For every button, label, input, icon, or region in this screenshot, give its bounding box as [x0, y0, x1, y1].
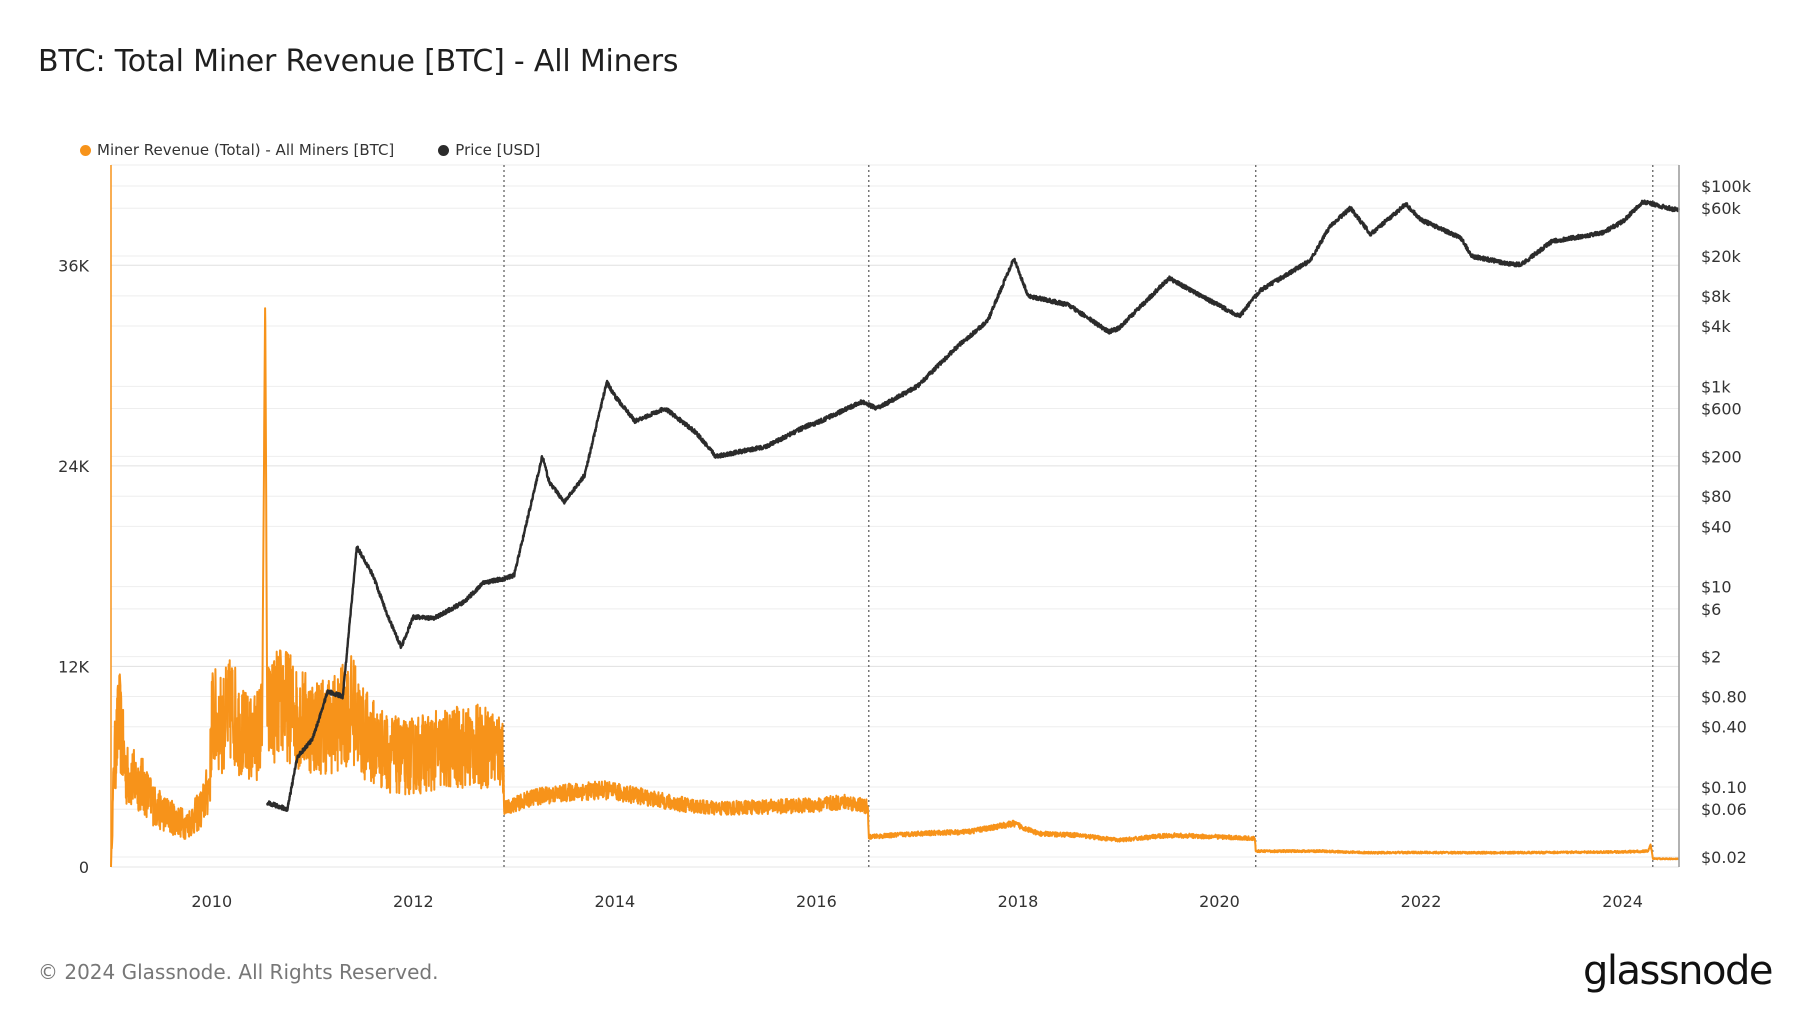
- x-tick-label: 2016: [796, 892, 837, 911]
- x-tick-label: 2014: [594, 892, 635, 911]
- y-right-tick-label: $20k: [1701, 247, 1742, 266]
- y-left-tick-label: 0: [79, 858, 89, 877]
- copyright: © 2024 Glassnode. All Rights Reserved.: [38, 960, 439, 984]
- x-tick-label: 2024: [1602, 892, 1643, 911]
- y-right-tick-label: $100k: [1701, 177, 1752, 196]
- y-left-tick-label: 36K: [58, 256, 89, 275]
- y-left-tick-label: 12K: [58, 657, 89, 676]
- legend-dot-orange: [80, 144, 91, 156]
- x-tick-label: 2022: [1401, 892, 1442, 911]
- series-price-line: [266, 199, 1680, 812]
- y-right-tick-label: $0.10: [1701, 778, 1747, 797]
- y-right-tick-label: $0.06: [1701, 800, 1747, 819]
- y-right-tick-label: $80: [1701, 487, 1732, 506]
- x-tick-label: 2012: [393, 892, 434, 911]
- glassnode-logo: glassnode: [1582, 948, 1774, 994]
- x-tick-label: 2018: [998, 892, 1039, 911]
- y-right-tick-label: $1k: [1701, 377, 1731, 396]
- legend-item-price[interactable]: Price [USD]: [438, 141, 540, 159]
- y-right-tick-label: $200: [1701, 447, 1742, 466]
- y-right-tick-label: $0.02: [1701, 848, 1747, 867]
- x-tick-label: 2020: [1199, 892, 1240, 911]
- y-right-tick-label: $0.40: [1701, 718, 1747, 737]
- y-right-tick-label: $10: [1701, 578, 1732, 597]
- y-right-tick-label: $40: [1701, 517, 1732, 536]
- y-left-tick-label: 24K: [58, 457, 89, 476]
- legend: Miner Revenue (Total) - All Miners [BTC]…: [80, 141, 540, 159]
- y-right-tick-label: $0.80: [1701, 688, 1747, 707]
- legend-label: Miner Revenue (Total) - All Miners [BTC]: [97, 141, 395, 159]
- legend-item-miner-revenue[interactable]: Miner Revenue (Total) - All Miners [BTC]: [80, 141, 394, 159]
- y-right-tick-label: $2: [1701, 648, 1721, 667]
- legend-label: Price [USD]: [455, 141, 541, 159]
- y-right-tick-label: $600: [1701, 400, 1742, 419]
- y-right-tick-label: $60k: [1701, 199, 1742, 218]
- legend-dot-black: [438, 144, 450, 156]
- series-miner-revenue-line: [110, 307, 1680, 868]
- y-right-tick-label: $4k: [1701, 317, 1731, 336]
- y-right-tick-label: $8k: [1701, 287, 1731, 306]
- y-right-tick-label: $6: [1701, 600, 1721, 619]
- chart-title: BTC: Total Miner Revenue [BTC] - All Min…: [38, 44, 679, 79]
- x-tick-label: 2010: [191, 892, 232, 911]
